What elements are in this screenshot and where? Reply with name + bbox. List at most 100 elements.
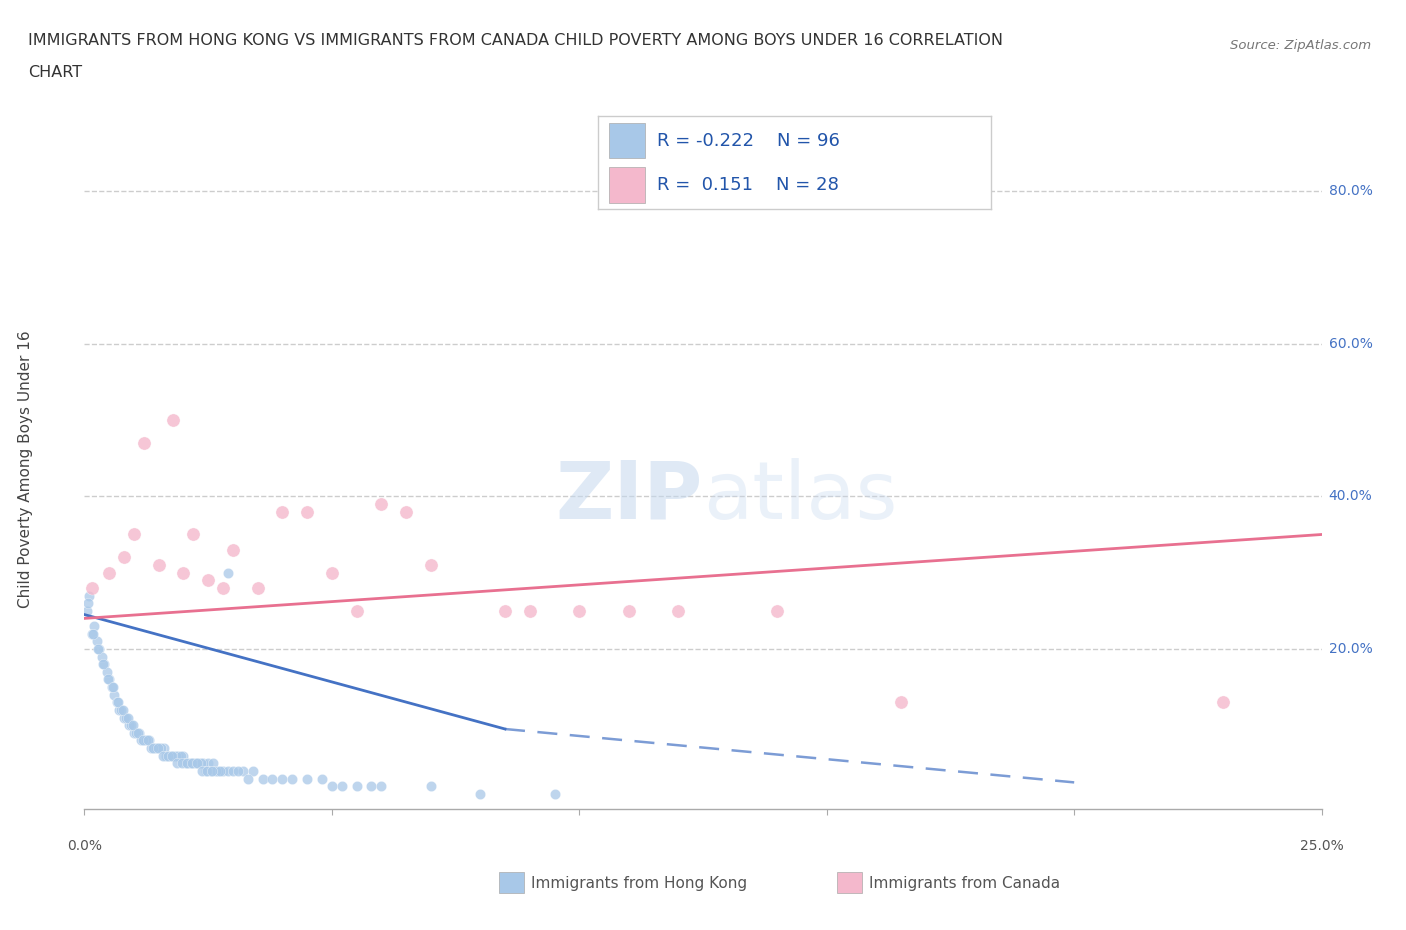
Point — [212, 580, 235, 595]
Text: Child Poverty Among Boys Under 16: Child Poverty Among Boys Under 16 — [18, 331, 32, 608]
Point — [76, 604, 98, 618]
Text: 0.0%: 0.0% — [67, 839, 101, 854]
Point — [156, 749, 179, 764]
Point — [162, 413, 184, 428]
Point — [766, 604, 789, 618]
Point — [146, 740, 169, 755]
Point — [271, 504, 294, 519]
Point — [136, 733, 159, 748]
Text: R =  0.151    N = 28: R = 0.151 N = 28 — [657, 176, 838, 194]
Point — [162, 749, 184, 764]
Point — [170, 749, 193, 764]
Point — [105, 695, 128, 710]
Text: 20.0%: 20.0% — [1329, 642, 1372, 656]
Point — [122, 725, 145, 740]
Point — [370, 497, 392, 512]
Point — [111, 702, 134, 717]
Point — [132, 435, 155, 450]
Point — [174, 756, 197, 771]
Point — [181, 756, 204, 771]
Point — [172, 565, 194, 580]
Point — [252, 771, 274, 786]
Point — [166, 756, 188, 771]
Point — [152, 740, 174, 755]
Point — [103, 687, 125, 702]
Point — [194, 764, 217, 778]
Point — [129, 733, 152, 748]
Point — [204, 764, 226, 778]
Point — [184, 756, 207, 771]
Point — [110, 702, 132, 717]
Point — [191, 756, 214, 771]
Point — [172, 756, 194, 771]
Point — [167, 749, 190, 764]
Point — [128, 725, 150, 740]
Text: Immigrants from Canada: Immigrants from Canada — [869, 876, 1060, 891]
Point — [152, 749, 174, 764]
Point — [246, 580, 269, 595]
Point — [222, 764, 245, 778]
Point — [89, 642, 111, 657]
Point — [148, 740, 170, 755]
Point — [217, 764, 239, 778]
Text: Immigrants from Hong Kong: Immigrants from Hong Kong — [531, 876, 748, 891]
Point — [191, 764, 214, 778]
Point — [360, 778, 382, 793]
Point — [132, 733, 155, 748]
Point — [295, 771, 318, 786]
Point — [1212, 695, 1234, 710]
Point — [201, 764, 224, 778]
Point — [370, 778, 392, 793]
Point — [281, 771, 304, 786]
Text: CHART: CHART — [28, 65, 82, 80]
Point — [262, 771, 284, 786]
Point — [212, 764, 235, 778]
Point — [80, 580, 103, 595]
Point — [209, 764, 232, 778]
Point — [195, 764, 218, 778]
Point — [107, 695, 129, 710]
Point — [470, 787, 492, 802]
Point — [120, 718, 142, 733]
Point — [145, 740, 167, 755]
Point — [187, 756, 209, 771]
Point — [112, 550, 135, 565]
Point — [172, 749, 194, 764]
Point — [177, 756, 200, 771]
Point — [890, 695, 912, 710]
Point — [142, 740, 165, 755]
Point — [125, 725, 148, 740]
Point — [132, 733, 155, 748]
Point — [311, 771, 333, 786]
Point — [226, 764, 249, 778]
Point — [118, 718, 141, 733]
Point — [98, 565, 121, 580]
Point — [90, 649, 112, 664]
Point — [157, 749, 180, 764]
Point — [165, 749, 187, 764]
Point — [91, 657, 114, 671]
Point — [121, 718, 143, 733]
Point — [101, 680, 124, 695]
Point — [150, 740, 173, 755]
Point — [197, 573, 219, 588]
Point — [142, 740, 165, 755]
Point — [86, 634, 108, 649]
Point — [202, 756, 225, 771]
Point — [666, 604, 689, 618]
Point — [79, 588, 101, 603]
Text: R = -0.222    N = 96: R = -0.222 N = 96 — [657, 132, 839, 151]
Text: Source: ZipAtlas.com: Source: ZipAtlas.com — [1230, 39, 1371, 52]
Text: IMMIGRANTS FROM HONG KONG VS IMMIGRANTS FROM CANADA CHILD POVERTY AMONG BOYS UND: IMMIGRANTS FROM HONG KONG VS IMMIGRANTS … — [28, 33, 1002, 47]
Point — [80, 626, 103, 641]
Text: atlas: atlas — [703, 458, 897, 536]
Text: ZIP: ZIP — [555, 458, 703, 536]
Point — [93, 657, 115, 671]
Point — [617, 604, 640, 618]
Point — [419, 558, 441, 573]
Point — [197, 756, 219, 771]
Point — [207, 764, 229, 778]
Point — [127, 725, 149, 740]
Point — [236, 771, 259, 786]
Point — [122, 527, 145, 542]
